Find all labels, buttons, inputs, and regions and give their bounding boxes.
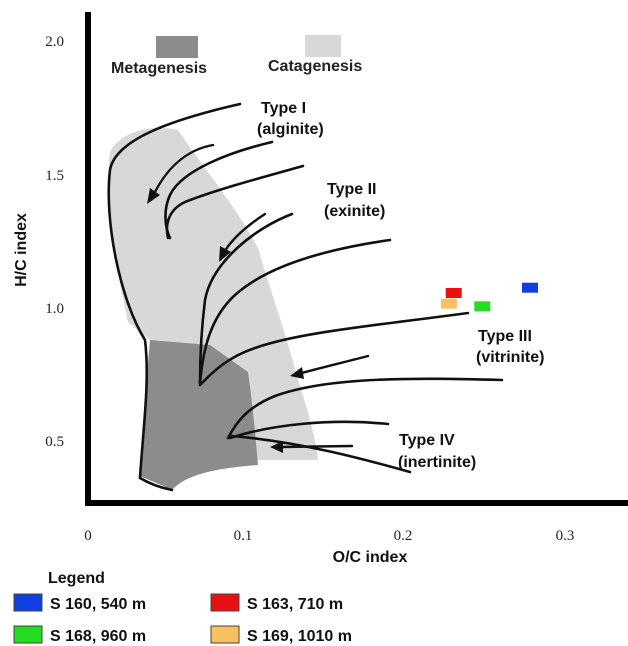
type-iii-label: Type III <box>478 328 532 345</box>
arrow-type-iv <box>278 444 354 449</box>
sample-marker <box>474 301 491 312</box>
type-ii-lower-curve <box>198 238 392 385</box>
y-tick-labels: 2.0 1.5 1.0 0.5 <box>45 34 64 450</box>
type-ii-sublabel: (exinite) <box>324 203 385 220</box>
legend-swatch-s168 <box>13 625 43 644</box>
arrow-type-i-head <box>147 188 160 204</box>
legend-label-s163: S 163, 710 m <box>247 596 343 613</box>
type-i-outer-curve <box>107 102 242 492</box>
type-ii-label: Type II <box>327 181 377 198</box>
x-tick-label: 0.3 <box>556 528 575 544</box>
legend-label-s169: S 169, 1010 m <box>247 628 352 645</box>
metagenesis-swatch <box>156 36 198 58</box>
arrow-type-ii-head <box>219 246 231 262</box>
type-iv-upper-curve <box>228 420 390 440</box>
type-i-label: Type I <box>261 100 306 117</box>
sample-markers <box>440 282 538 312</box>
arrow-type-iii-head <box>290 367 304 379</box>
type-iii-upper-curve <box>198 311 470 387</box>
legend-label-s160: S 160, 540 m <box>50 596 146 613</box>
legend-label-s168: S 168, 960 m <box>50 628 146 645</box>
legend: S 160, 540 m S 163, 710 m S 168, 960 m S… <box>13 593 352 645</box>
type-ii-upper-curve <box>165 164 305 240</box>
metagenesis-label: Metagenesis <box>111 60 207 77</box>
y-tick-label: 1.5 <box>45 168 64 184</box>
sample-marker <box>522 282 538 293</box>
type-i-inner-curve <box>164 140 274 240</box>
catagenesis-zone <box>108 128 318 461</box>
y-tick-label: 2.0 <box>45 34 64 50</box>
legend-title: Legend <box>48 570 105 587</box>
type-labels: Type I (alginite) Type II (exinite) Type… <box>257 100 544 471</box>
type-i-sublabel: (alginite) <box>257 121 324 138</box>
legend-swatch-s169 <box>210 625 240 644</box>
type-ii-mid-curve <box>198 212 294 385</box>
type-iii-lower-curve <box>226 377 504 440</box>
y-tick-label: 0.5 <box>45 434 64 450</box>
arrow-type-iv-head <box>270 441 283 453</box>
catagenesis-swatch <box>305 35 341 57</box>
type-iv-label: Type IV <box>399 432 455 449</box>
x-tick-labels: 0 0.1 0.2 0.3 <box>84 528 574 544</box>
type-iv-lower-curve <box>230 434 412 474</box>
legend-swatch-s163 <box>210 593 240 612</box>
x-axis-title: O/C index <box>333 549 408 566</box>
x-tick-label: 0 <box>84 528 92 544</box>
sample-marker <box>445 288 462 298</box>
type-iv-sublabel: (inertinite) <box>398 454 476 471</box>
x-tick-label: 0.2 <box>394 528 413 544</box>
x-tick-label: 0.1 <box>234 528 253 544</box>
sample-marker <box>440 298 457 309</box>
arrow-type-iii <box>296 354 370 376</box>
type-iii-sublabel: (vitrinite) <box>476 349 544 366</box>
metagenesis-zone <box>140 340 258 490</box>
maturation-arrows <box>147 143 370 453</box>
evolution-curves <box>107 102 504 492</box>
legend-swatch-s160 <box>13 593 43 612</box>
catagenesis-label: Catagenesis <box>268 58 362 75</box>
y-axis-title: H/C index <box>13 213 30 287</box>
arrow-type-i <box>150 143 215 200</box>
y-tick-label: 1.0 <box>45 301 64 317</box>
